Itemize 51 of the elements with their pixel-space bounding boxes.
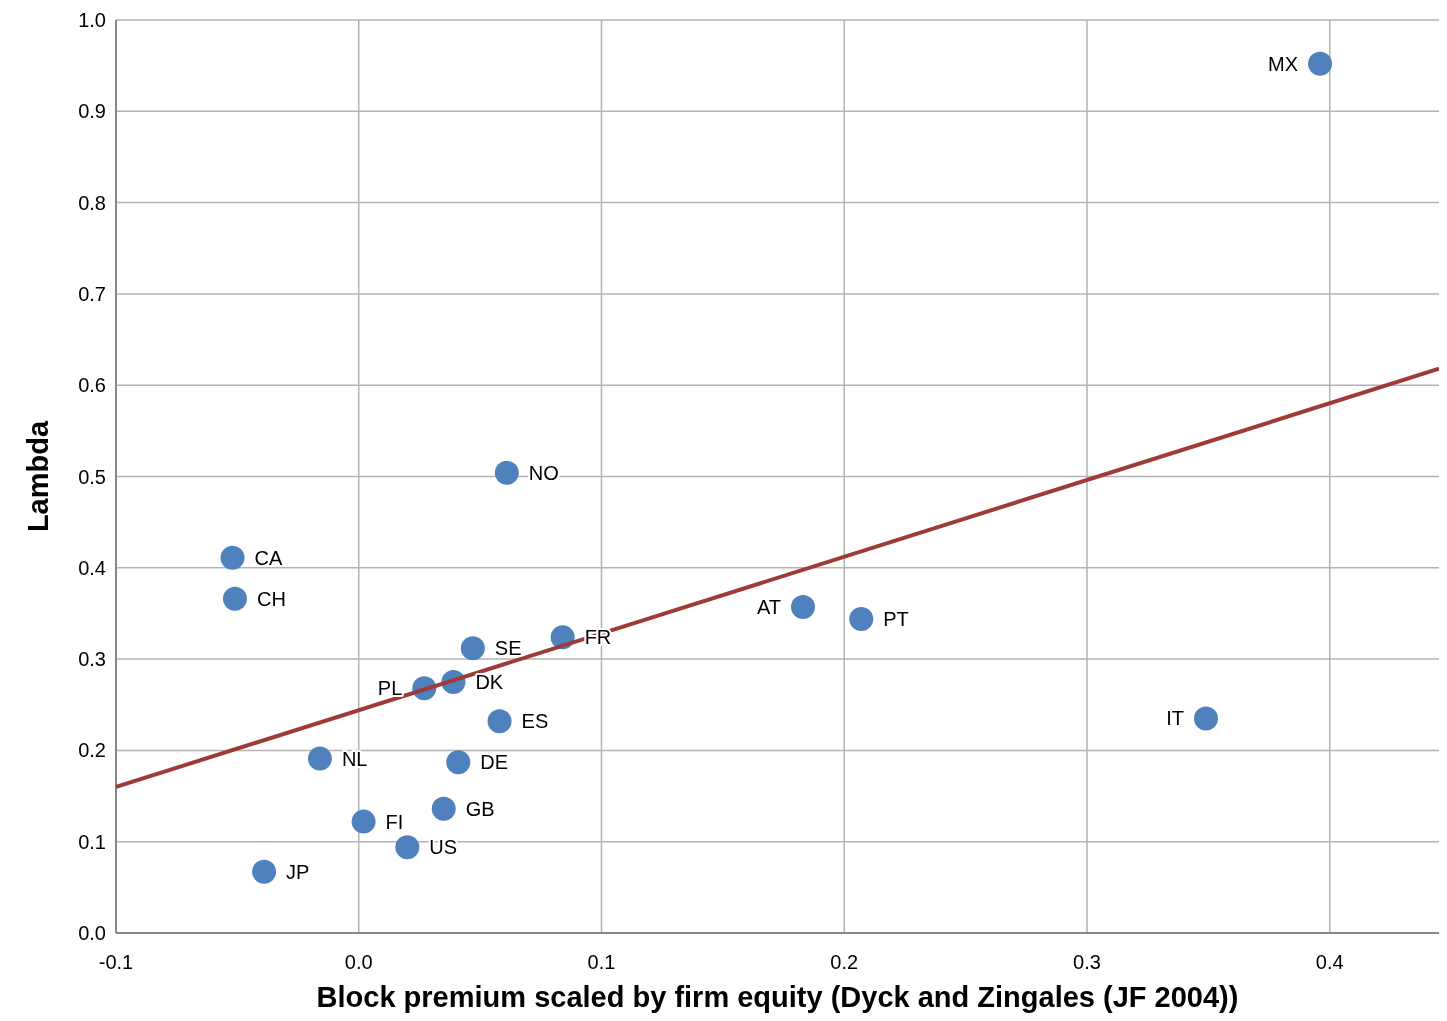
annotation: SE — [494, 637, 522, 660]
point — [494, 460, 519, 485]
x-tick-label: 0.4 — [1315, 951, 1344, 973]
y-axis-title: Lambda — [22, 420, 54, 533]
point — [1308, 51, 1333, 76]
annotation: AT — [756, 596, 781, 619]
annotation: NO — [528, 461, 559, 484]
point — [460, 636, 485, 661]
annotation: GB — [465, 797, 495, 820]
point — [431, 796, 456, 821]
y-tick-label: 0.0 — [78, 922, 106, 944]
x-tick-label: 0.0 — [344, 951, 373, 973]
y-tick-label: 0.3 — [78, 648, 106, 671]
point — [220, 545, 245, 570]
annotation: PL — [377, 677, 403, 700]
x-tick-label: 0.2 — [830, 951, 859, 973]
annotation: US — [429, 836, 458, 859]
annotation: DE — [480, 751, 509, 774]
x-tick-label: 0.3 — [1073, 951, 1101, 973]
point — [446, 750, 471, 775]
point — [395, 835, 420, 860]
annotation: NL — [341, 747, 368, 770]
annotation: JP — [286, 860, 310, 883]
y-tick-label: 0.9 — [78, 100, 106, 123]
point — [222, 586, 247, 611]
annotation: IT — [1166, 707, 1184, 730]
annotation: DK — [475, 670, 504, 693]
y-tick-label: 1.0 — [78, 9, 106, 31]
y-tick-label: 0.7 — [78, 282, 106, 305]
x-tick-label: -0.1 — [98, 951, 134, 973]
y-tick-label: 0.5 — [78, 465, 106, 488]
annotation: MX — [1268, 52, 1299, 75]
y-tick-label: 0.6 — [78, 374, 106, 397]
x-tick-label: 0.1 — [587, 951, 616, 973]
annotation: PT — [883, 607, 909, 630]
y-tick-label: 0.8 — [78, 191, 106, 214]
point — [849, 606, 874, 631]
point — [1193, 706, 1218, 731]
annotation: FI — [385, 810, 404, 833]
y-tick-label: 0.1 — [78, 830, 106, 853]
point — [790, 595, 815, 620]
point — [487, 709, 512, 734]
annotation: CA — [254, 546, 283, 569]
y-tick-label: 0.2 — [78, 739, 106, 762]
point — [252, 859, 277, 884]
x-axis-title: Block premium scaled by firm equity (Dyck and Zingales (JF 2004)) — [316, 981, 1239, 1013]
annotation: ES — [521, 710, 549, 733]
y-tick-label: 0.4 — [78, 556, 106, 579]
annotation: CH — [256, 587, 286, 610]
point — [351, 809, 376, 834]
point — [307, 746, 332, 771]
